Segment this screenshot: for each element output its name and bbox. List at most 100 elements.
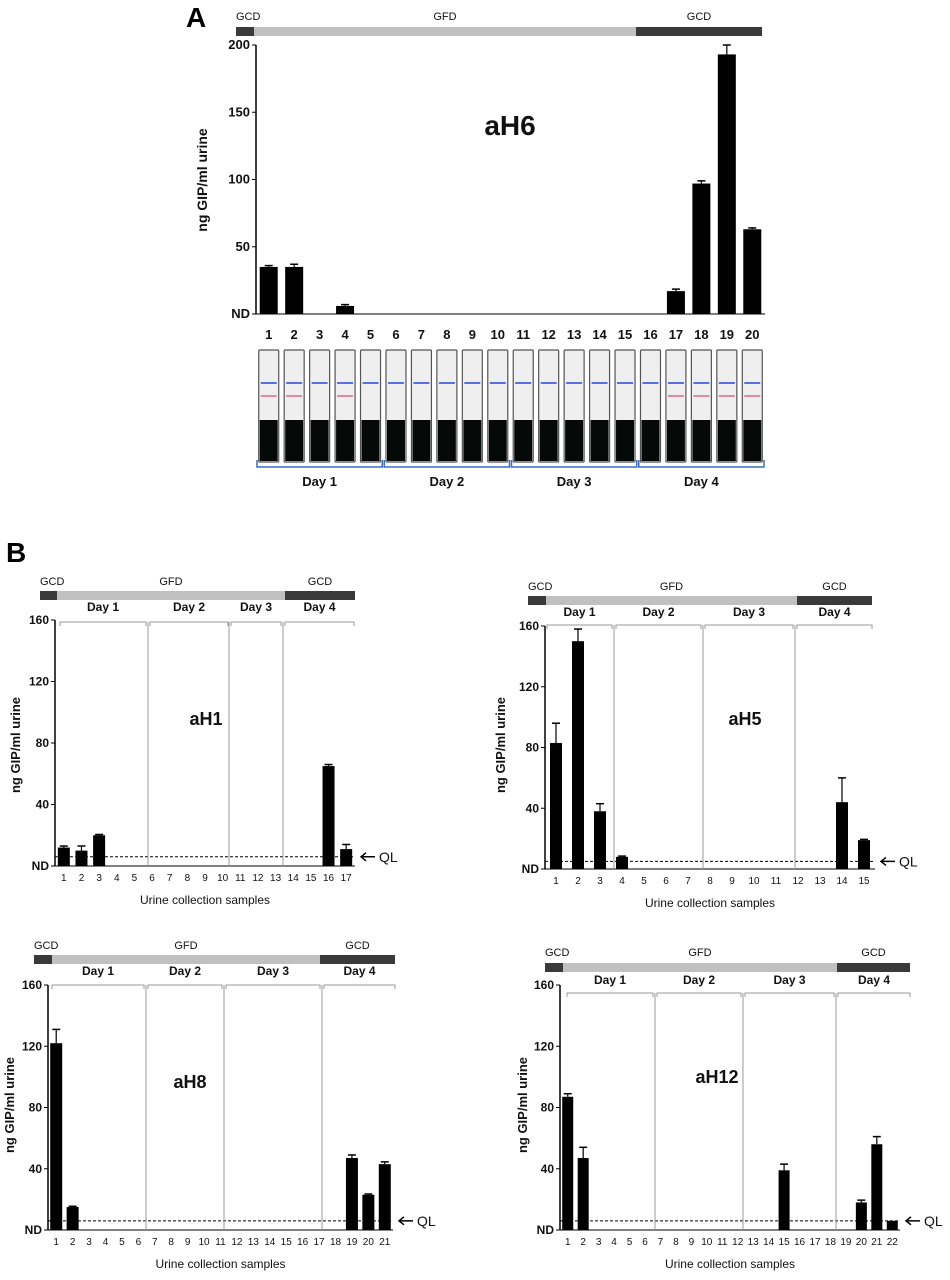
bar [75, 850, 88, 866]
day-label: Day 1 [302, 474, 337, 489]
x-tick-label: 2 [70, 1237, 76, 1248]
bar [562, 1096, 574, 1230]
x-tick-label: 1 [553, 876, 559, 887]
x-tick-label: 19 [346, 1237, 358, 1248]
x-axis-label: Urine collection samples [155, 1257, 285, 1271]
x-tick-label: 9 [729, 876, 735, 887]
bar [378, 1164, 391, 1230]
bar [336, 305, 355, 314]
x-tick-label: 8 [185, 873, 191, 884]
x-tick-label: 1 [565, 1237, 571, 1248]
ql-arrow-icon [904, 1216, 920, 1226]
y-tick-label: ND [25, 1223, 43, 1237]
test-strip-pad [386, 420, 405, 461]
x-tick-label: 12 [252, 873, 264, 884]
x-tick-label: 17 [669, 327, 683, 342]
test-strip-pad [463, 420, 482, 461]
diet-bar-gcd-start [528, 596, 546, 605]
x-tick-label: 6 [149, 873, 155, 884]
day-bracket [615, 624, 702, 629]
x-tick-label: 6 [136, 1237, 142, 1248]
x-tick-label: 6 [642, 1237, 648, 1248]
day-bracket [149, 621, 229, 626]
charts-layer: GCD GFD GCD ND 50 100 150 200 ng GIP/ml urine aH6… [2, 11, 943, 1271]
diet-bar-gfd [563, 963, 837, 972]
x-tick-label: 21 [379, 1237, 391, 1248]
bar [594, 811, 606, 869]
y-axis-label: ng GIP/ml urine [8, 697, 23, 793]
test-strip-pad [539, 420, 558, 461]
x-axis-label: Urine collection samples [645, 896, 775, 910]
diet-bar-gcd-end [797, 596, 872, 605]
x-tick-label: 15 [281, 1237, 293, 1248]
bar [57, 847, 70, 866]
diet-bar-gfd [57, 591, 285, 600]
ql-arrow-icon [879, 856, 895, 866]
x-tick-label: 7 [418, 327, 425, 342]
bar [871, 1144, 883, 1230]
x-tick-label: 17 [341, 873, 353, 884]
y-tick-label: 40 [526, 801, 540, 815]
test-strip-pad [336, 420, 355, 461]
bar [743, 229, 762, 314]
day-label: Day 2 [683, 973, 715, 987]
diet-label-gcd-end: GCD [687, 11, 712, 23]
x-tick-label: 15 [858, 876, 870, 887]
test-strip-pad [717, 420, 736, 461]
x-tick-label: 10 [701, 1237, 713, 1248]
x-tick-label: 10 [217, 873, 229, 884]
day-label: Day 2 [169, 964, 201, 978]
bar [717, 54, 736, 314]
chart-aH5: GCD GFD GCD ND 40 80 120 160 ng GIP/ml urine aH5 1… [493, 581, 918, 910]
day-label: Day 3 [773, 973, 805, 987]
x-tick-label: 18 [825, 1237, 837, 1248]
x-tick-label: 8 [443, 327, 450, 342]
x-tick-label: 1 [265, 327, 272, 342]
chart-aH1: GCD GFD GCD ND 40 80 120 160 ng GIP/ml urine aH1 1… [8, 576, 398, 907]
diet-label-gcd-start: GCD [34, 940, 59, 952]
day-label: Day 4 [343, 964, 375, 978]
bar [93, 835, 106, 866]
diet-bar-gcd-end [285, 591, 355, 600]
ql-label: QL [417, 1213, 436, 1229]
x-tick-label: 12 [231, 1237, 243, 1248]
bar [855, 1202, 867, 1230]
y-axis-label: ng GIP/ml urine [2, 1057, 17, 1153]
y-tick-label: 80 [526, 741, 540, 755]
x-tick-label: 3 [596, 1237, 602, 1248]
test-strip-pad [590, 420, 609, 461]
x-tick-label: 10 [199, 1237, 211, 1248]
diet-label-gcd-start: GCD [40, 576, 65, 588]
y-tick-label: 80 [541, 1101, 555, 1115]
diet-bar-gcd-start [236, 27, 254, 36]
y-tick-label: 120 [534, 1039, 554, 1053]
day-label: Day 4 [684, 474, 719, 489]
y-tick-label: ND [537, 1223, 555, 1237]
x-tick-label: 5 [641, 876, 647, 887]
bar [285, 266, 304, 314]
diet-label-gcd-start: GCD [545, 947, 570, 959]
day-label: Day 2 [173, 600, 205, 614]
bar [322, 766, 335, 866]
x-tick-label: 16 [323, 873, 335, 884]
day-bracket [256, 460, 383, 468]
x-tick-label: 18 [330, 1237, 342, 1248]
x-tick-label: 20 [745, 327, 759, 342]
y-tick-label: 120 [29, 675, 49, 689]
bar [50, 1043, 63, 1230]
day-bracket [656, 992, 742, 997]
day-bracket [59, 621, 147, 626]
test-strip-pad [743, 420, 762, 461]
x-tick-label: 3 [86, 1237, 92, 1248]
x-tick-label: 8 [707, 876, 713, 887]
diet-label-gcd-end: GCD [822, 581, 847, 593]
x-tick-label: 10 [491, 327, 505, 342]
bar [616, 856, 628, 869]
day-label: Day 4 [818, 605, 850, 619]
x-axis-label: Urine collection samples [140, 893, 270, 907]
test-strip-pad [616, 420, 635, 461]
test-strip-pad [259, 420, 278, 461]
day-label: Day 1 [82, 964, 114, 978]
day-bracket [147, 984, 223, 989]
